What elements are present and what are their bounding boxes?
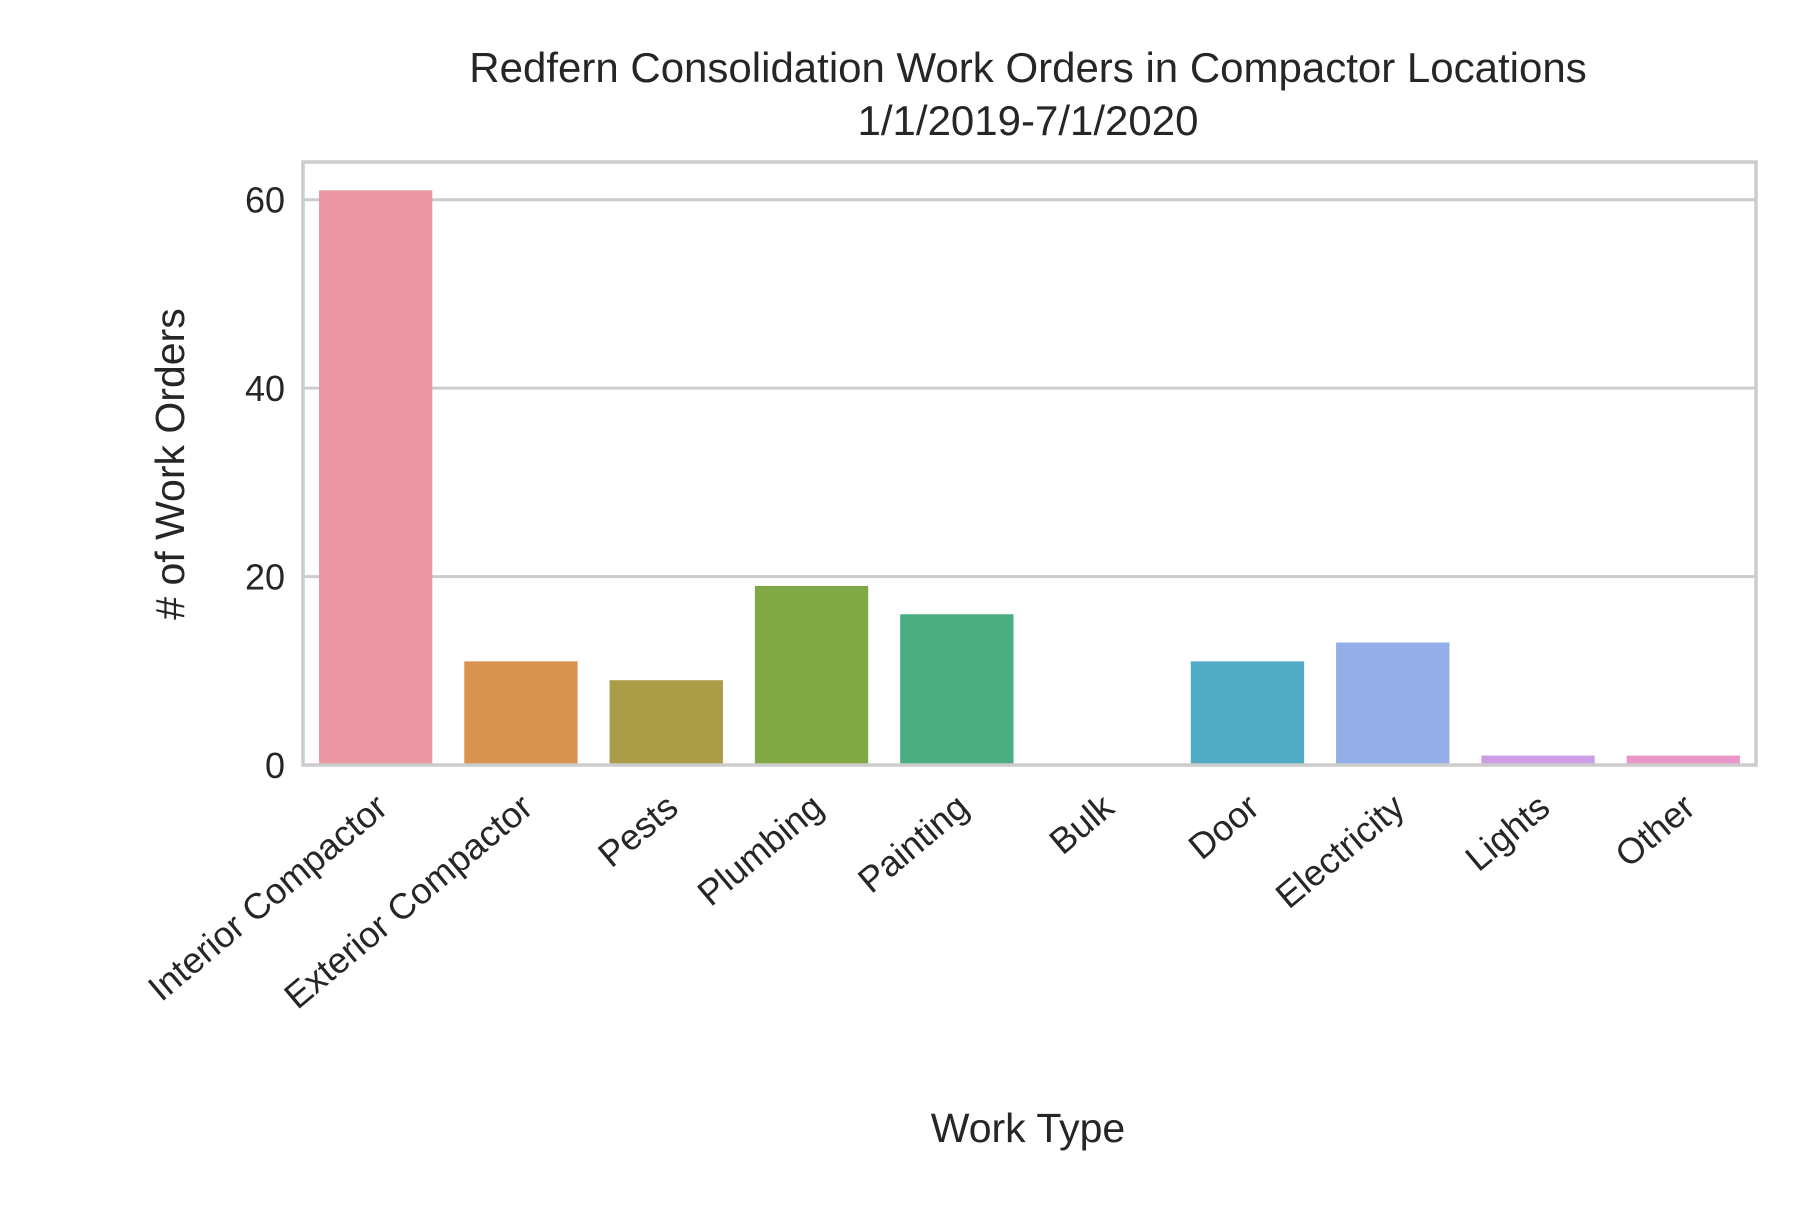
x-tick-label: Lights <box>1457 786 1557 879</box>
x-tick-label: Plumbing <box>689 786 830 914</box>
gridlines <box>303 198 1756 579</box>
x-tick-label: Electricity <box>1268 786 1412 916</box>
x-tick-label: Exterior Compactor <box>276 786 540 1017</box>
bar-door <box>1190 661 1305 765</box>
x-tick-label: Interior Compactor <box>140 786 395 1009</box>
x-tick-label: Pests <box>590 786 685 875</box>
x-tick-label: Other <box>1607 786 1702 875</box>
y-tick-label: 0 <box>265 745 285 786</box>
bar-painting <box>900 614 1014 765</box>
y-tick-label: 20 <box>245 557 285 598</box>
x-tick-label: Painting <box>850 786 976 901</box>
bar-exterior-compactor <box>464 661 578 765</box>
y-axis-label: # of Work Orders <box>147 308 193 619</box>
chart-title: Redfern Consolidation Work Orders in Com… <box>469 44 1586 91</box>
bars <box>318 190 1741 765</box>
x-axis-label: Work Type <box>931 1105 1125 1151</box>
y-tick-label: 40 <box>245 368 285 409</box>
x-tick-label: Door <box>1180 786 1266 868</box>
x-tick-label: Bulk <box>1041 785 1122 862</box>
y-tick-label: 60 <box>245 180 285 221</box>
bar-interior-compactor <box>318 190 433 765</box>
bar-electricity <box>1336 642 1450 765</box>
chart-subtitle: 1/1/2019-7/1/2020 <box>858 97 1199 144</box>
bar-lights <box>1481 755 1595 765</box>
bar-pests <box>609 680 723 765</box>
bar-plumbing <box>754 585 869 765</box>
bar-other <box>1626 755 1741 765</box>
y-tick-labels: 0 20 40 60 <box>245 180 285 786</box>
plot-frame <box>301 160 1758 767</box>
